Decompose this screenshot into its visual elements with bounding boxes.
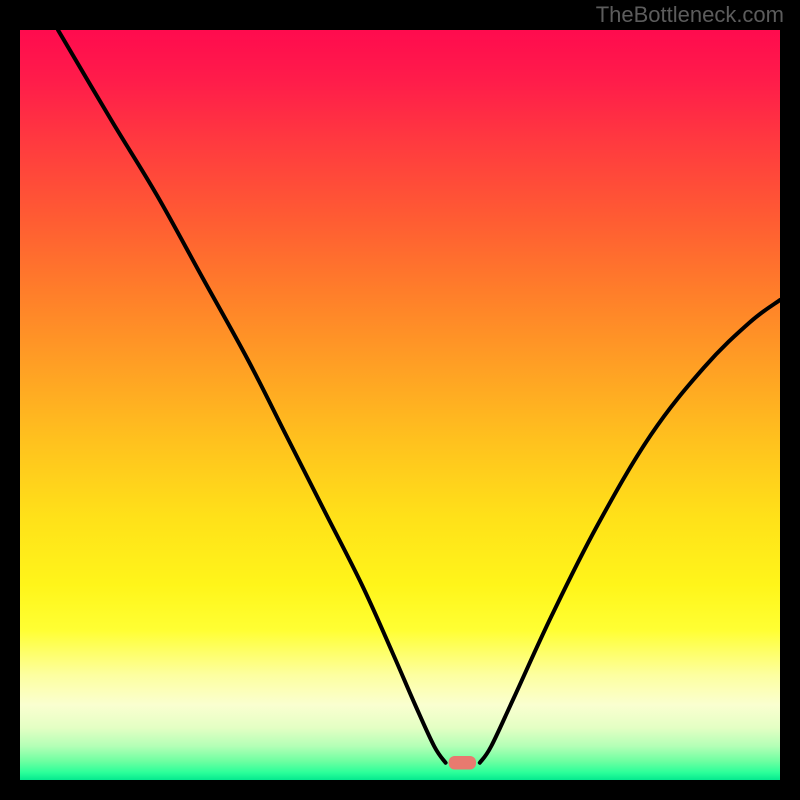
optimum-marker — [449, 756, 476, 770]
watermark-text: TheBottleneck.com — [596, 2, 784, 28]
chart-frame: TheBottleneck.com — [0, 0, 800, 800]
bottleneck-chart — [20, 30, 780, 780]
chart-svg — [20, 30, 780, 780]
